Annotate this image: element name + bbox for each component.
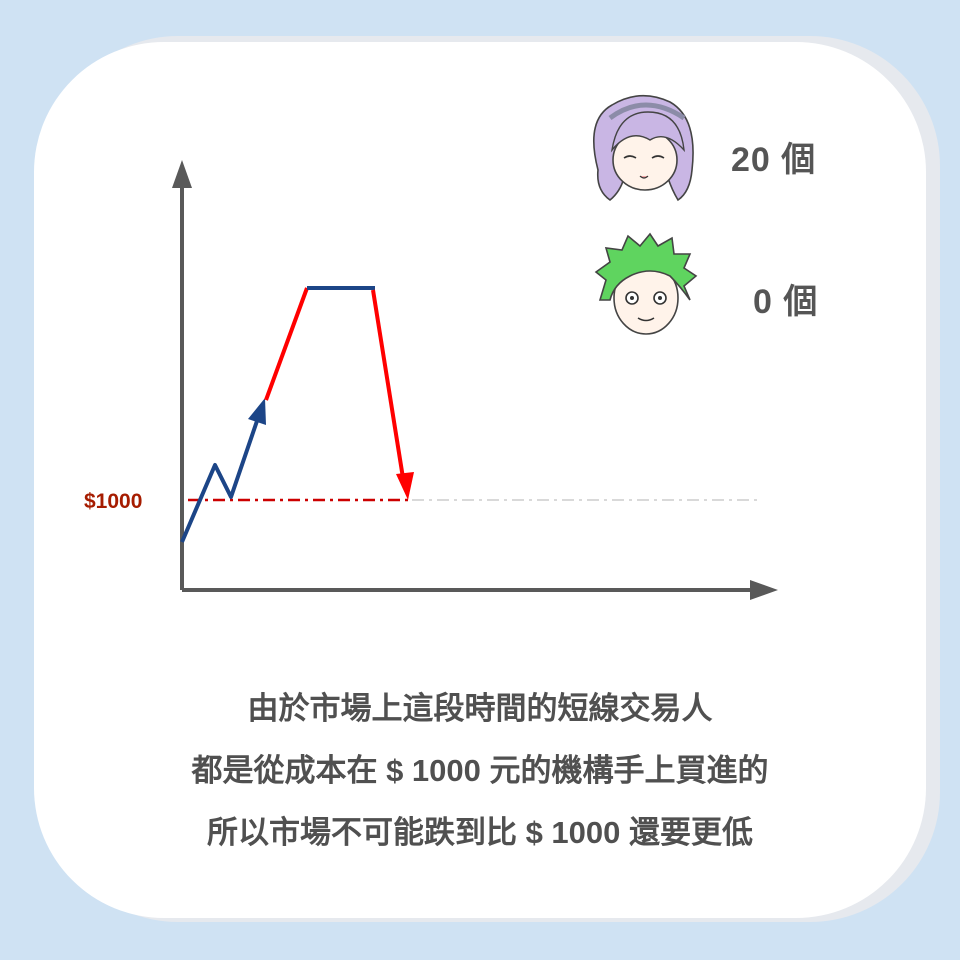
caption: 由於市場上這段時間的短線交易人 都是從成本在 $ 1000 元的機構手上買進的 … bbox=[60, 678, 900, 864]
y-axis-arrowhead bbox=[172, 160, 192, 188]
fall-arrowhead bbox=[396, 472, 414, 500]
fall-line bbox=[371, 289, 405, 479]
x-axis-arrowhead bbox=[750, 580, 778, 600]
green-hair-boy-avatar bbox=[594, 232, 698, 335]
purple-hair-girl-avatar bbox=[592, 94, 694, 202]
caption-line-3: 所以市場不可能跌到比 $ 1000 還要更低 bbox=[206, 815, 754, 850]
caption-line-2: 都是從成本在 $ 1000 元的機構手上買進的 bbox=[191, 753, 769, 788]
rise-red-line bbox=[264, 287, 309, 401]
rise-arrowhead bbox=[248, 398, 266, 425]
price-level-label: $1000 bbox=[84, 490, 143, 513]
caption-line-1: 由於市場上這段時間的短線交易人 bbox=[247, 691, 713, 726]
purple-girl-count: 20 個 bbox=[731, 141, 817, 179]
rise-line bbox=[180, 417, 260, 543]
green-boy-count: 0 個 bbox=[753, 283, 819, 321]
